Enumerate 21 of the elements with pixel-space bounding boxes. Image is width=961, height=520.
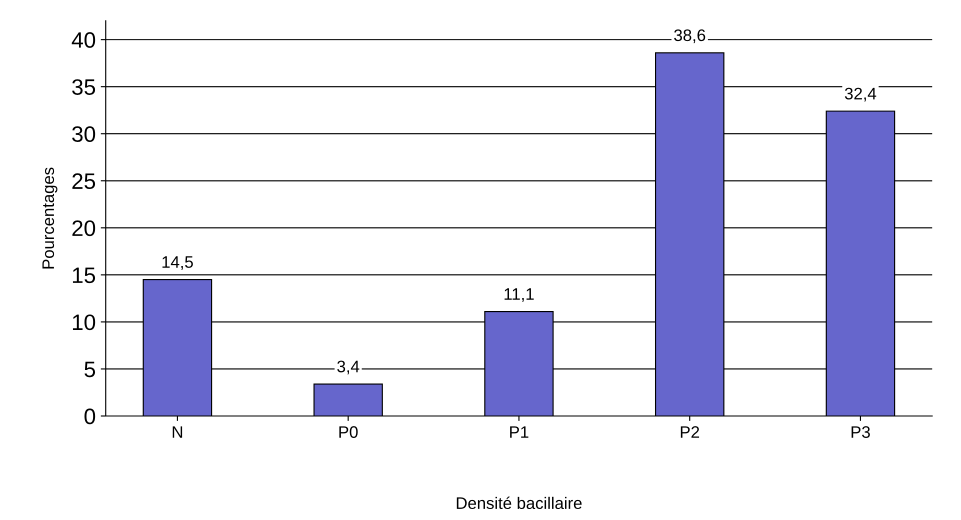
y-axis-title: Pourcentages	[42, 168, 58, 268]
x-tick-label: P3	[852, 426, 870, 438]
x-tick-label: P1	[510, 426, 528, 438]
y-tick-label: 0	[84, 408, 96, 424]
y-tick-label: 15	[72, 268, 96, 284]
x-tick-label: P0	[339, 426, 358, 438]
x-tick-label: P2	[680, 426, 700, 438]
data-label: 32,4	[844, 88, 876, 102]
data-label: 14,5	[162, 256, 193, 270]
data-label: 11,1	[504, 288, 534, 302]
data-label: 3,4	[337, 360, 360, 374]
y-tick-label: 25	[72, 173, 96, 190]
x-axis-title: Densité bacillaire	[456, 496, 582, 510]
y-tick-label: 5	[84, 362, 96, 378]
y-tick-label: 10	[72, 314, 96, 330]
y-tick-label: 30	[72, 126, 96, 142]
y-tick-label: 20	[72, 220, 96, 236]
y-tick-label: 35	[72, 79, 96, 95]
x-tick-label: N	[172, 426, 182, 438]
data-label: 38,6	[674, 29, 706, 44]
y-tick-label: 40	[72, 32, 96, 48]
